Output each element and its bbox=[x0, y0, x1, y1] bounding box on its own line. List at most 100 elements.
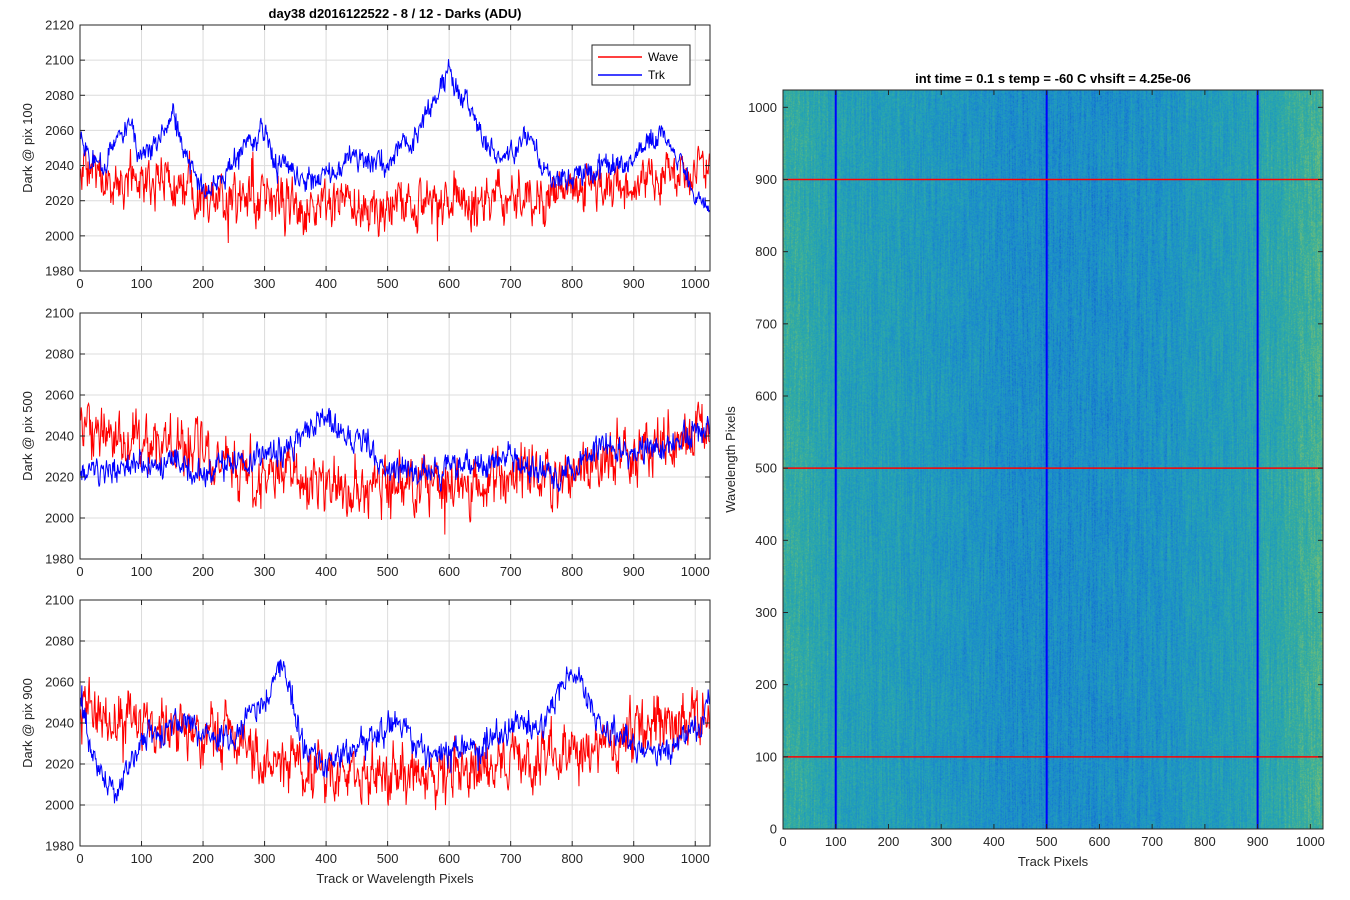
x-tick-label: 1000 bbox=[681, 276, 710, 291]
legend-label: Trk bbox=[648, 68, 666, 82]
y-tick-label: 2020 bbox=[45, 193, 74, 208]
y-tick-label: 300 bbox=[755, 605, 777, 620]
y-axis-label: Dark @ pix 500 bbox=[20, 391, 35, 481]
x-tick-label: 300 bbox=[254, 276, 276, 291]
y-tick-label: 2000 bbox=[45, 511, 74, 526]
y-axis-label: Wavelength Pixels bbox=[723, 406, 738, 513]
chart-title: int time = 0.1 s temp = -60 C vhsift = 4… bbox=[915, 71, 1191, 86]
line-panel-pix-100: 0 100 200 300 400 500 600 700 800 900 1000 1980 2000… bbox=[20, 6, 711, 291]
y-tick-label: 2020 bbox=[45, 470, 74, 485]
legend-label: Wave bbox=[648, 50, 679, 64]
x-tick-label: 500 bbox=[377, 851, 399, 866]
x-tick-label: 700 bbox=[500, 276, 522, 291]
y-tick-label: 2020 bbox=[45, 757, 74, 772]
x-tick-label: 300 bbox=[254, 564, 276, 579]
x-tick-label: 800 bbox=[561, 564, 583, 579]
y-tick-label: 2080 bbox=[45, 347, 74, 362]
y-tick-label: 2000 bbox=[45, 798, 74, 813]
y-tick-label: 0 bbox=[770, 822, 777, 837]
y-tick-label: 600 bbox=[755, 388, 777, 403]
x-tick-label: 100 bbox=[131, 851, 153, 866]
x-tick-label: 0 bbox=[76, 851, 83, 866]
x-tick-label: 200 bbox=[878, 834, 900, 849]
y-tick-label: 500 bbox=[755, 461, 777, 476]
y-tick-label: 2120 bbox=[45, 18, 74, 33]
x-tick-label: 300 bbox=[254, 851, 276, 866]
y-tick-label: 900 bbox=[755, 172, 777, 187]
series-line-wave bbox=[80, 676, 710, 811]
x-tick-label: 500 bbox=[1036, 834, 1058, 849]
x-tick-label: 800 bbox=[561, 276, 583, 291]
chart-title: day38 d2016122522 - 8 / 12 - Darks (ADU) bbox=[269, 6, 522, 21]
y-tick-label: 1000 bbox=[748, 100, 777, 115]
y-tick-label: 2100 bbox=[45, 53, 74, 68]
axes-box bbox=[782, 89, 1324, 830]
series-line-wave bbox=[80, 401, 710, 535]
y-tick-label: 2000 bbox=[45, 228, 74, 243]
x-tick-label: 300 bbox=[930, 834, 952, 849]
legend: Wave Trk bbox=[591, 44, 691, 86]
x-tick-label: 700 bbox=[500, 851, 522, 866]
x-tick-label: 400 bbox=[315, 564, 337, 579]
x-tick-label: 400 bbox=[315, 276, 337, 291]
x-tick-label: 900 bbox=[1247, 834, 1269, 849]
y-tick-label: 2080 bbox=[45, 634, 74, 649]
x-tick-label: 400 bbox=[315, 851, 337, 866]
x-tick-label: 900 bbox=[623, 851, 645, 866]
x-tick-label: 100 bbox=[131, 276, 153, 291]
series-line-trk bbox=[80, 407, 710, 492]
series-line-wave bbox=[80, 145, 710, 244]
x-tick-label: 0 bbox=[76, 564, 83, 579]
x-tick-label: 900 bbox=[623, 564, 645, 579]
y-tick-label: 400 bbox=[755, 533, 777, 548]
y-tick-label: 1980 bbox=[45, 264, 74, 279]
heatmap-panel: 0 100 200 300 400 500 600 700 800 900 1000 0 100 200 3… bbox=[723, 71, 1325, 869]
y-tick-label: 2040 bbox=[45, 158, 74, 173]
x-tick-label: 700 bbox=[500, 564, 522, 579]
series-line-trk bbox=[80, 59, 710, 213]
y-tick-label: 2100 bbox=[45, 593, 74, 608]
line-panel-pix-900: 0 100 200 300 400 500 600 700 800 900 1000 1980 2000… bbox=[20, 593, 711, 886]
x-tick-label: 600 bbox=[1089, 834, 1111, 849]
x-tick-label: 500 bbox=[377, 276, 399, 291]
y-tick-label: 2080 bbox=[45, 88, 74, 103]
x-tick-label: 600 bbox=[438, 564, 460, 579]
x-tick-label: 900 bbox=[623, 276, 645, 291]
y-tick-label: 200 bbox=[755, 677, 777, 692]
x-tick-label: 200 bbox=[192, 564, 214, 579]
x-tick-label: 400 bbox=[983, 834, 1005, 849]
x-tick-label: 0 bbox=[76, 276, 83, 291]
y-tick-label: 700 bbox=[755, 316, 777, 331]
series-line-trk bbox=[80, 659, 710, 804]
y-axis-label: Dark @ pix 900 bbox=[20, 678, 35, 768]
x-tick-label: 200 bbox=[192, 851, 214, 866]
x-tick-label: 1000 bbox=[681, 564, 710, 579]
x-tick-label: 600 bbox=[438, 276, 460, 291]
y-tick-label: 2040 bbox=[45, 429, 74, 444]
legend-box bbox=[591, 44, 691, 86]
y-tick-label: 1980 bbox=[45, 552, 74, 567]
x-tick-label: 100 bbox=[825, 834, 847, 849]
y-tick-label: 2040 bbox=[45, 716, 74, 731]
y-tick-label: 2100 bbox=[45, 306, 74, 321]
x-tick-label: 600 bbox=[438, 851, 460, 866]
line-panel-pix-500: 0 100 200 300 400 500 600 700 800 900 1000 1980 2000… bbox=[20, 306, 711, 579]
x-tick-label: 1000 bbox=[1296, 834, 1325, 849]
y-tick-label: 1980 bbox=[45, 839, 74, 854]
x-tick-label: 800 bbox=[561, 851, 583, 866]
x-tick-label: 800 bbox=[1194, 834, 1216, 849]
x-axis-label: Track or Wavelength Pixels bbox=[316, 871, 474, 886]
y-tick-label: 100 bbox=[755, 749, 777, 764]
x-tick-label: 700 bbox=[1141, 834, 1163, 849]
y-tick-label: 2060 bbox=[45, 675, 74, 690]
y-axis-label: Dark @ pix 100 bbox=[20, 103, 35, 193]
x-axis-label: Track Pixels bbox=[1018, 854, 1089, 869]
y-tick-label: 2060 bbox=[45, 388, 74, 403]
x-tick-label: 0 bbox=[779, 834, 786, 849]
y-tick-label: 2060 bbox=[45, 123, 74, 138]
heatmap-image bbox=[783, 90, 1323, 829]
x-tick-label: 100 bbox=[131, 564, 153, 579]
x-tick-label: 200 bbox=[192, 276, 214, 291]
y-tick-label: 800 bbox=[755, 244, 777, 259]
